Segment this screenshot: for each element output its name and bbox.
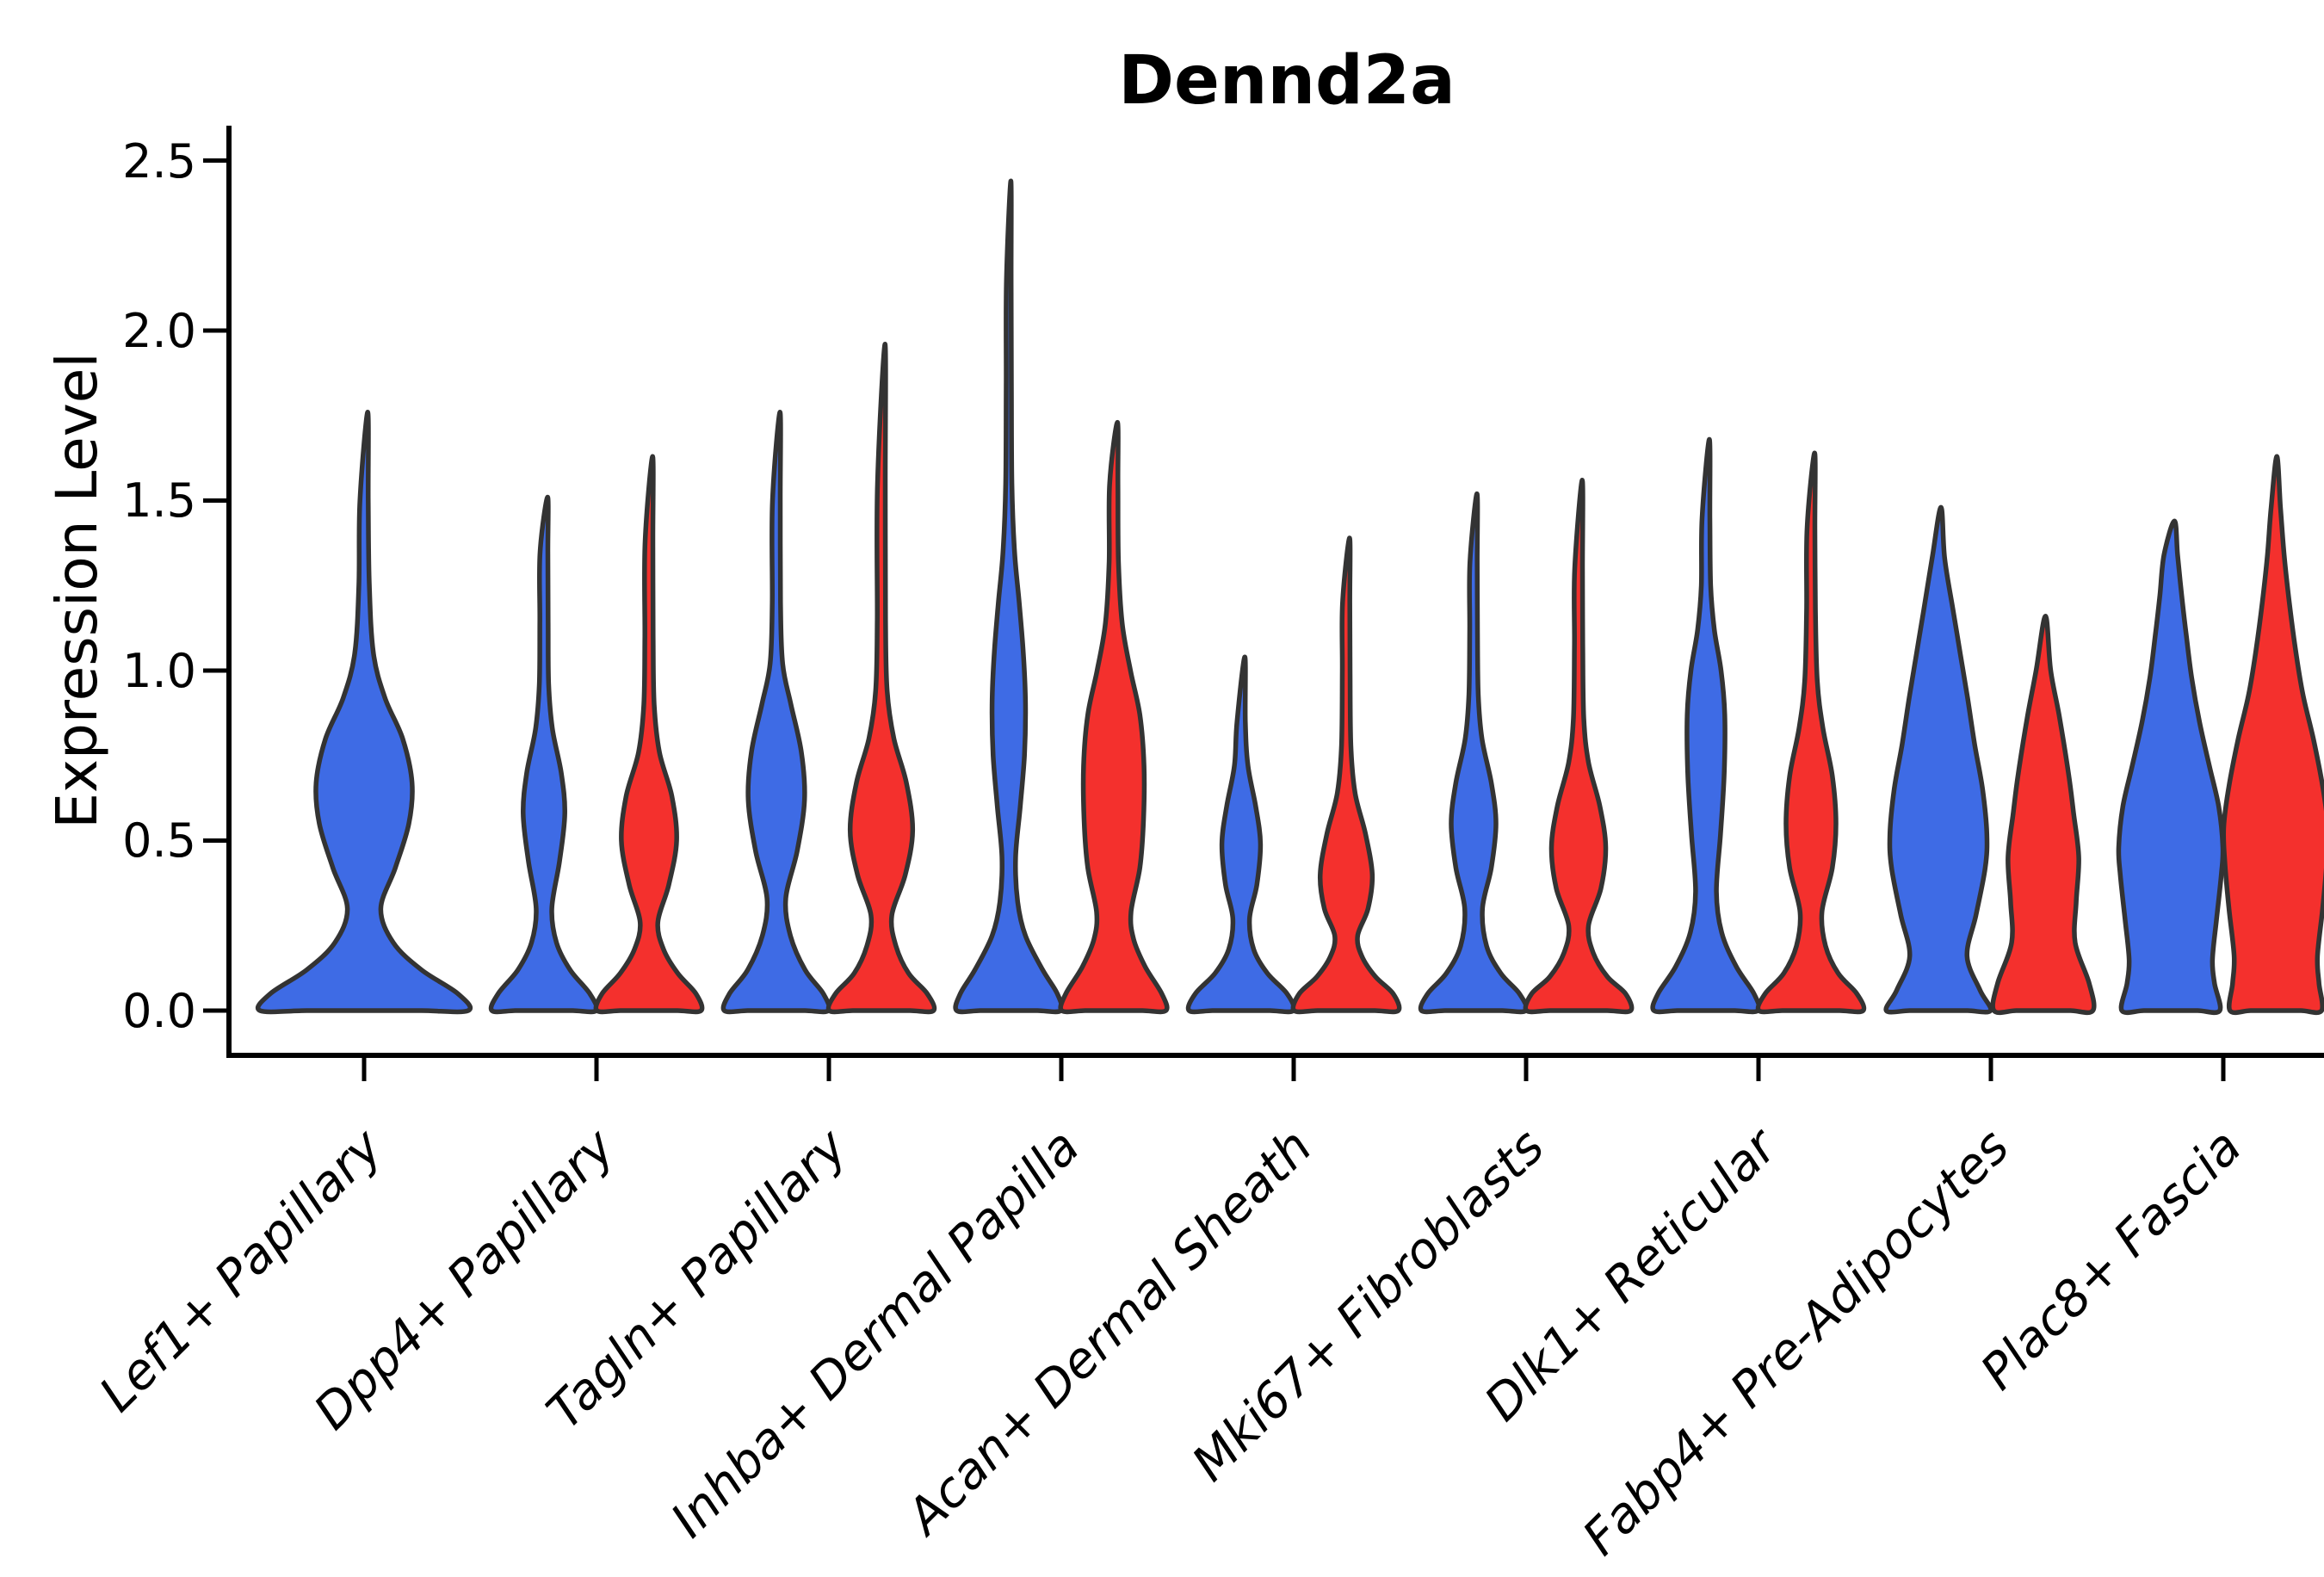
violin-blue-acan-dermal-sheath	[1185, 654, 1297, 1015]
x-tick-label-fabp4-pre-adipocytes: Fabp4+ Pre-Adipocytes	[1573, 1118, 2020, 1563]
violin-red-dpp4-papillary	[593, 454, 705, 1015]
axes	[203, 126, 2324, 1081]
violin-blue-dpp4-papillary	[488, 494, 600, 1015]
violin-red-dlk1-reticular	[1755, 450, 1867, 1015]
violin-blue-fabp4-pre-adipocytes	[1883, 504, 1993, 1015]
violin-red-mki67-fibroblasts	[1523, 478, 1635, 1015]
y-tick-labels: 0.0 0.5 1.0 1.5 2.0 2.5	[122, 134, 196, 1038]
y-tick-label-1.0: 1.0	[122, 644, 196, 698]
violin-blue-plac8-fascia	[2116, 518, 2226, 1016]
violin-plot-figure: Dennd2a Expression Level 0.0 0.5 1.0 1.5…	[34, 14, 2324, 1563]
violins-layer	[255, 178, 2324, 1016]
y-tick-label-1.5: 1.5	[122, 473, 196, 528]
violin-blue-lef1-papillary	[255, 410, 473, 1015]
violin-red-plac8-fascia	[2221, 454, 2324, 1016]
y-tick-label-0.0: 0.0	[122, 984, 196, 1038]
y-tick-label-2.0: 2.0	[122, 304, 196, 358]
violin-red-acan-dermal-sheath	[1290, 535, 1402, 1015]
violin-blue-tagln-papillary	[720, 410, 832, 1015]
y-tick-label-0.5: 0.5	[122, 813, 196, 868]
violin-red-fabp4-pre-adipocytes	[1990, 614, 2097, 1016]
y-axis-label: Expression Level	[44, 352, 110, 828]
x-tick-label-inhba-dermal-papilla: Inhba+ Dermal Papilla	[660, 1118, 1091, 1549]
x-tick-label-acan-dermal-sheath: Acan+ Dermal Sheath	[893, 1118, 1322, 1547]
violin-red-inhba-dermal-papilla	[1058, 419, 1170, 1015]
violin-blue-inhba-dermal-papilla	[953, 178, 1065, 1015]
x-tick-labels: Lef1+ Papillary Dpp4+ Papillary Tagln+ P…	[89, 1116, 2253, 1563]
y-tick-label-2.5: 2.5	[122, 134, 196, 189]
violin-blue-mki67-fibroblasts	[1418, 491, 1530, 1015]
violin-blue-dlk1-reticular	[1650, 436, 1762, 1015]
plot-title: Dennd2a	[1118, 42, 1455, 120]
violin-red-tagln-papillary	[825, 342, 937, 1015]
plot-canvas: Dennd2a Expression Level 0.0 0.5 1.0 1.5…	[44, 42, 2324, 1563]
